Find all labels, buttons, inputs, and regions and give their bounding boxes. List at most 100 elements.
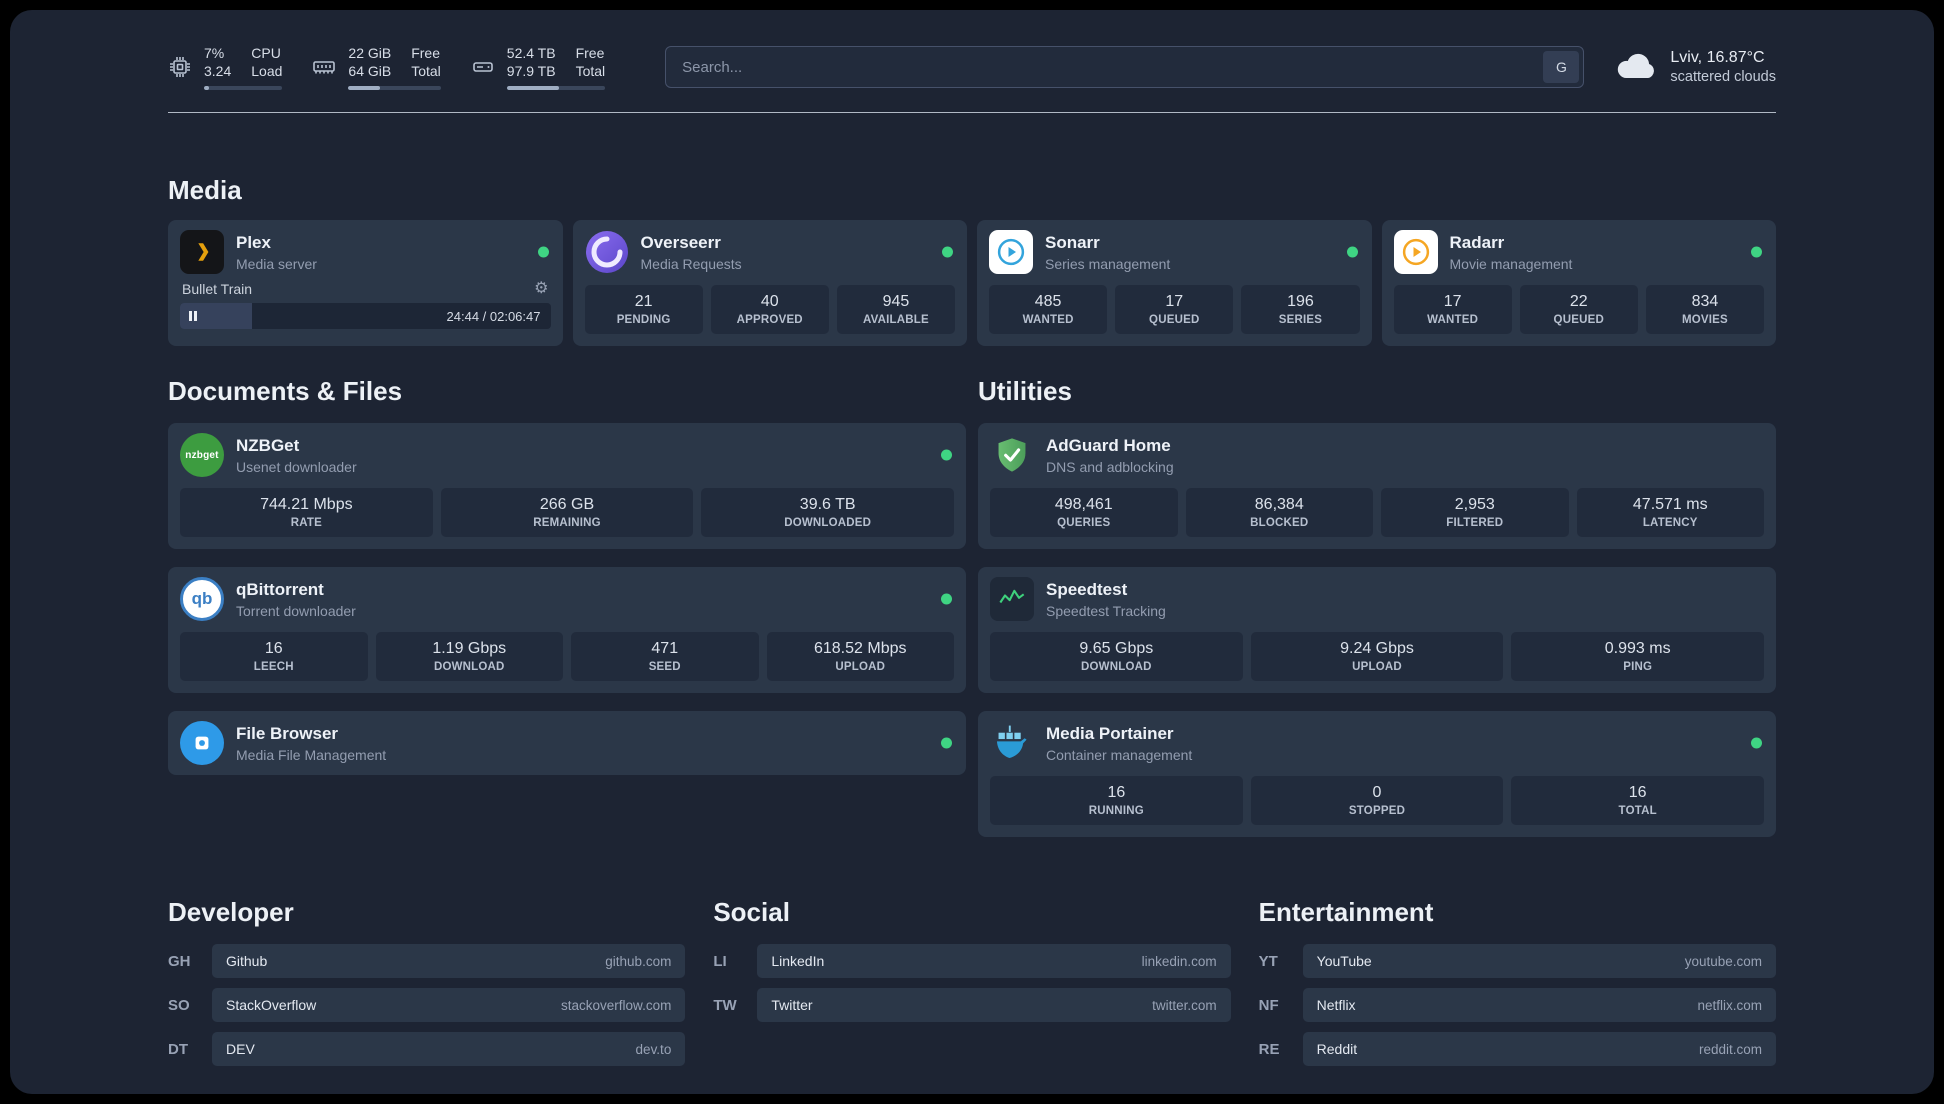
playback-progress-bar[interactable]: 24:44 / 02:06:47 <box>180 303 551 330</box>
stat-label: SEED <box>648 661 681 674</box>
app-card-plex[interactable]: Plex Media server Bullet Train ⚙ 24:44 /… <box>168 220 563 347</box>
app-card-sonarr[interactable]: Sonarr Series management 485 WANTED 17 Q… <box>977 220 1372 347</box>
stat-tile: 16 LEECH <box>180 632 368 682</box>
stat-label: APPROVED <box>736 314 803 327</box>
bookmark-url: dev.to <box>635 1041 672 1057</box>
overseerr-icon[interactable] <box>585 230 629 274</box>
app-card-adguard[interactable]: AdGuard Home DNS and adblocking 498,461 … <box>978 423 1776 550</box>
weather-widget[interactable]: Lviv, 16.87°C scattered clouds <box>1614 49 1776 85</box>
plex-icon[interactable] <box>180 230 224 275</box>
app-subtitle: Torrent downloader <box>236 602 356 619</box>
bookmark-group-social: Social LI LinkedIn linkedin.com TW Twitt… <box>713 897 1231 1032</box>
stat-label: PING <box>1623 661 1653 674</box>
stat-value: 21 <box>634 293 653 311</box>
stats-row: 485 WANTED 17 QUEUED 196 SERIES <box>989 285 1360 335</box>
stat-tile: 618.52 Mbps UPLOAD <box>766 632 954 682</box>
search-input[interactable] <box>665 46 1585 89</box>
speedtest-icon[interactable] <box>990 577 1034 622</box>
bookmark-url: twitter.com <box>1152 997 1217 1013</box>
bookmark-abbr: SO <box>168 996 190 1014</box>
pause-icon[interactable] <box>189 311 197 322</box>
stat-tile: 9.65 Gbps DOWNLOAD <box>990 632 1243 682</box>
app-subtitle: Movie management <box>1449 255 1573 272</box>
bookmark-stackoverflow[interactable]: SO StackOverflow stackoverflow.com <box>168 988 686 1023</box>
nzbget-icon[interactable]: nzbget <box>180 433 224 478</box>
app-subtitle: DNS and adblocking <box>1046 458 1174 475</box>
qbittorrent-icon[interactable]: qb <box>180 577 224 622</box>
bookmark-linkedin[interactable]: LI LinkedIn linkedin.com <box>713 944 1231 979</box>
app-card-qbittorrent[interactable]: qb qBittorrent Torrent downloader 16 LEE… <box>168 567 966 694</box>
disk-icon <box>471 55 495 79</box>
search-bar: G <box>665 46 1585 89</box>
ram-total-value: 64 GiB <box>348 63 392 80</box>
stat-value: 86,384 <box>1254 496 1304 514</box>
app-header: Sonarr Series management <box>989 230 1360 275</box>
sonarr-icon[interactable] <box>989 230 1033 275</box>
stat-value: 498,461 <box>1054 496 1113 514</box>
portainer-icon[interactable] <box>990 721 1034 765</box>
bookmark-youtube[interactable]: YT YouTube youtube.com <box>1259 944 1776 979</box>
disk-labels: Free Total <box>576 44 606 80</box>
disk-progress-fill <box>506 86 559 91</box>
stats-row: 498,461 QUERIES 86,384 BLOCKED 2,953 FIL… <box>990 488 1764 538</box>
stat-tile: 21 PENDING <box>584 285 703 335</box>
media-grid: Plex Media server Bullet Train ⚙ 24:44 /… <box>168 220 1776 347</box>
app-name: Sonarr <box>1045 233 1100 253</box>
ram-values: 22 GiB 64 GiB <box>348 44 391 80</box>
playback-time: 24:44 / 02:06:47 <box>446 308 541 324</box>
cloud-icon <box>1614 52 1658 82</box>
ram-free-label: Free <box>411 45 441 61</box>
radarr-icon[interactable] <box>1393 230 1438 275</box>
stat-tile: 86,384 BLOCKED <box>1185 488 1373 538</box>
app-card-portainer[interactable]: Media Portainer Container management 16 … <box>978 711 1776 838</box>
stat-tile: 22 QUEUED <box>1519 285 1638 335</box>
bookmark-netflix[interactable]: NF Netflix netflix.com <box>1259 988 1776 1023</box>
stat-value: 0 <box>1372 784 1382 802</box>
bookmark-twitter[interactable]: TW Twitter twitter.com <box>713 988 1231 1023</box>
search-engine-button[interactable]: G <box>1543 51 1580 84</box>
stats-row: 744.21 Mbps RATE 266 GB REMAINING 39.6 T… <box>180 488 955 538</box>
stat-tile: 0 STOPPED <box>1250 776 1504 826</box>
disk-total-value: 97.9 TB <box>506 63 556 80</box>
bookmark-url: netflix.com <box>1697 997 1762 1013</box>
app-card-speedtest[interactable]: Speedtest Speedtest Tracking 9.65 Gbps D… <box>978 567 1776 694</box>
bookmark-reddit[interactable]: RE Reddit reddit.com <box>1259 1032 1776 1067</box>
playback-progress-fill <box>180 303 253 330</box>
bookmark-url: linkedin.com <box>1141 953 1217 969</box>
bookmark-dev[interactable]: DT DEV dev.to <box>168 1032 686 1067</box>
stat-tile: 834 MOVIES <box>1645 285 1765 335</box>
stat-label: QUEUED <box>1553 314 1604 327</box>
stat-label: MOVIES <box>1681 314 1728 327</box>
gear-icon[interactable]: ⚙ <box>534 280 549 298</box>
adguard-icon[interactable] <box>990 433 1034 477</box>
stats-row: 9.65 Gbps DOWNLOAD 9.24 Gbps UPLOAD 0.99… <box>990 632 1765 682</box>
bookmark-github[interactable]: GH Github github.com <box>168 944 686 979</box>
status-dot <box>1346 246 1358 258</box>
filebrowser-icon[interactable] <box>180 721 224 766</box>
app-name: File Browser <box>236 724 339 744</box>
stat-label: AVAILABLE <box>862 314 929 327</box>
stat-label: FILTERED <box>1446 517 1504 530</box>
app-header: qb qBittorrent Torrent downloader <box>180 577 954 622</box>
app-header: File Browser Media File Management <box>180 721 954 766</box>
app-card-filebrowser[interactable]: File Browser Media File Management <box>168 711 966 776</box>
stat-value: 834 <box>1691 293 1719 311</box>
stat-label: PENDING <box>616 314 671 327</box>
bookmark-group-entertainment: Entertainment YT YouTube youtube.com NF … <box>1259 897 1776 1076</box>
stat-tile: 266 GB REMAINING <box>440 488 694 538</box>
disk-stats: 52.4 TB 97.9 TB Free Total <box>471 44 606 91</box>
stat-value: 22 <box>1569 293 1588 311</box>
stat-tile: 17 WANTED <box>1393 285 1512 335</box>
app-card-overseerr[interactable]: Overseerr Media Requests 21 PENDING 40 A… <box>572 220 967 347</box>
app-name: Plex <box>236 233 271 253</box>
stat-value: 0.993 ms <box>1604 640 1671 658</box>
now-playing-title: Bullet Train <box>182 281 253 298</box>
app-card-nzbget[interactable]: nzbget NZBGet Usenet downloader 744.21 M… <box>168 423 966 550</box>
ram-total-label: Total <box>411 63 441 80</box>
section-title-documents: Documents & Files <box>168 376 403 407</box>
bookmark-abbr: DT <box>168 1040 188 1058</box>
stat-label: LATENCY <box>1642 517 1698 530</box>
stat-tile: 40 APPROVED <box>710 285 829 335</box>
stat-label: QUEUED <box>1149 314 1200 327</box>
app-card-radarr[interactable]: Radarr Movie management 17 WANTED 22 QUE… <box>1381 220 1776 347</box>
